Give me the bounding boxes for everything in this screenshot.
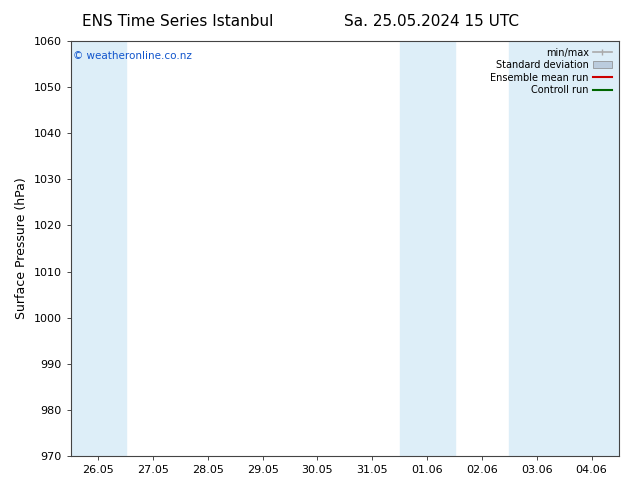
Y-axis label: Surface Pressure (hPa): Surface Pressure (hPa): [15, 178, 28, 319]
Text: ENS Time Series Istanbul: ENS Time Series Istanbul: [82, 14, 273, 29]
Legend: min/max, Standard deviation, Ensemble mean run, Controll run: min/max, Standard deviation, Ensemble me…: [488, 46, 614, 97]
Bar: [399, 41, 455, 456]
Bar: [71, 41, 126, 456]
Text: Sa. 25.05.2024 15 UTC: Sa. 25.05.2024 15 UTC: [344, 14, 519, 29]
Bar: [509, 41, 619, 456]
Text: © weatheronline.co.nz: © weatheronline.co.nz: [74, 51, 192, 61]
